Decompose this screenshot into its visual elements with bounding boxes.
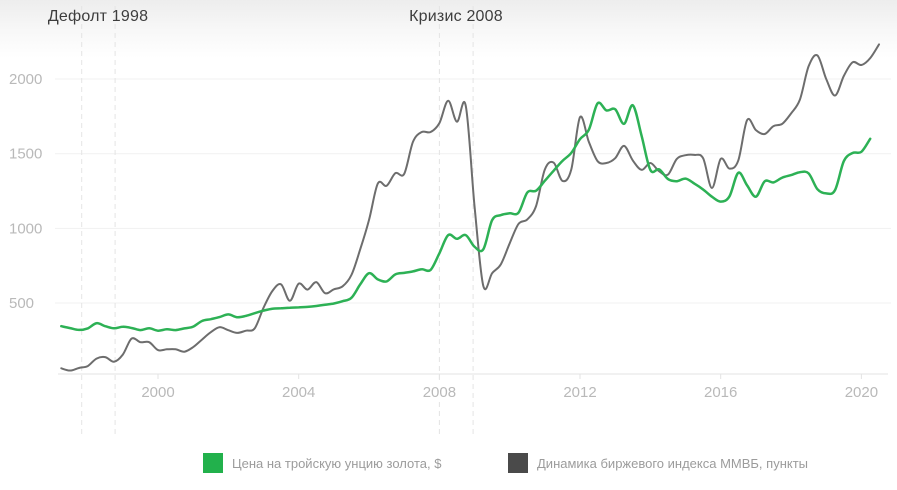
annotation-crisis-2008: Кризис 2008 bbox=[409, 8, 503, 25]
svg-text:2008: 2008 bbox=[423, 384, 456, 401]
micex-line bbox=[60, 43, 880, 372]
svg-text:1500: 1500 bbox=[9, 146, 42, 163]
micex-legend-swatch bbox=[508, 453, 528, 473]
svg-text:2020: 2020 bbox=[845, 384, 878, 401]
svg-text:2004: 2004 bbox=[282, 384, 315, 401]
legend-item-micex[interactable]: Динамика биржевого индекса ММВБ, пункты bbox=[508, 453, 808, 473]
svg-text:2000: 2000 bbox=[141, 384, 174, 401]
svg-text:1000: 1000 bbox=[9, 220, 42, 237]
svg-text:2016: 2016 bbox=[704, 384, 737, 401]
svg-text:500: 500 bbox=[9, 295, 34, 312]
micex-legend-label: Динамика биржевого индекса ММВБ, пункты bbox=[537, 455, 809, 471]
gold-legend-label: Цена на тройскую унцию золота, $ bbox=[232, 455, 442, 471]
gold-legend-swatch bbox=[203, 453, 223, 473]
annotation-default-1998: Дефолт 1998 bbox=[47, 8, 149, 25]
svg-text:2000: 2000 bbox=[9, 71, 42, 88]
legend-item-gold[interactable]: Цена на тройскую унцию золота, $ bbox=[203, 453, 441, 473]
gold-line bbox=[60, 101, 872, 332]
svg-text:2012: 2012 bbox=[563, 384, 596, 401]
